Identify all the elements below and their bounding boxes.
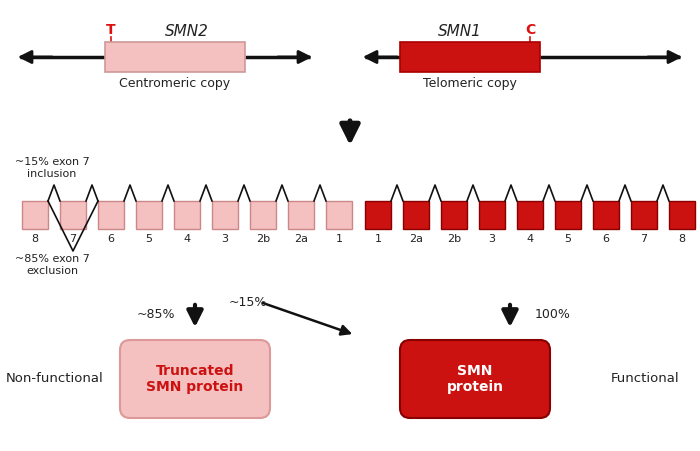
- Text: 7: 7: [640, 234, 648, 244]
- FancyBboxPatch shape: [105, 42, 245, 72]
- Text: 7: 7: [69, 234, 76, 244]
- Text: 6: 6: [603, 234, 610, 244]
- Text: ~85% exon 7
exclusion: ~85% exon 7 exclusion: [15, 254, 90, 276]
- Text: Functional: Functional: [610, 373, 679, 386]
- FancyBboxPatch shape: [136, 201, 162, 229]
- Text: ~15%: ~15%: [229, 296, 267, 309]
- FancyBboxPatch shape: [400, 42, 540, 72]
- Text: 2b: 2b: [256, 234, 270, 244]
- Text: Non-functional: Non-functional: [6, 373, 104, 386]
- Text: ~15% exon 7
inclusion: ~15% exon 7 inclusion: [15, 157, 90, 179]
- FancyBboxPatch shape: [60, 201, 86, 229]
- FancyBboxPatch shape: [365, 201, 391, 229]
- FancyBboxPatch shape: [400, 340, 550, 418]
- Text: 1: 1: [374, 234, 382, 244]
- FancyBboxPatch shape: [326, 201, 352, 229]
- Text: Truncated
SMN protein: Truncated SMN protein: [146, 364, 244, 394]
- Text: Centromeric copy: Centromeric copy: [120, 78, 230, 91]
- Text: 100%: 100%: [535, 308, 571, 321]
- Text: T: T: [106, 23, 116, 37]
- Text: ~85%: ~85%: [136, 308, 175, 321]
- FancyBboxPatch shape: [22, 201, 48, 229]
- FancyBboxPatch shape: [120, 340, 270, 418]
- Text: 3: 3: [221, 234, 228, 244]
- Text: 3: 3: [489, 234, 496, 244]
- FancyBboxPatch shape: [479, 201, 505, 229]
- FancyBboxPatch shape: [403, 201, 429, 229]
- Text: 2a: 2a: [294, 234, 308, 244]
- FancyBboxPatch shape: [669, 201, 695, 229]
- Text: 4: 4: [526, 234, 533, 244]
- FancyBboxPatch shape: [98, 201, 124, 229]
- Text: 8: 8: [678, 234, 685, 244]
- Text: C: C: [525, 23, 535, 37]
- FancyBboxPatch shape: [631, 201, 657, 229]
- FancyBboxPatch shape: [288, 201, 314, 229]
- Text: SMN1: SMN1: [438, 24, 482, 40]
- FancyBboxPatch shape: [593, 201, 619, 229]
- Text: SMN2: SMN2: [165, 24, 209, 40]
- Text: 1: 1: [335, 234, 342, 244]
- FancyBboxPatch shape: [555, 201, 581, 229]
- FancyBboxPatch shape: [212, 201, 238, 229]
- Text: 8: 8: [32, 234, 38, 244]
- Text: 2b: 2b: [447, 234, 461, 244]
- Text: 2a: 2a: [409, 234, 423, 244]
- FancyBboxPatch shape: [250, 201, 276, 229]
- FancyBboxPatch shape: [441, 201, 467, 229]
- Text: 5: 5: [564, 234, 571, 244]
- Text: 4: 4: [183, 234, 190, 244]
- Text: SMN
protein: SMN protein: [447, 364, 503, 394]
- FancyBboxPatch shape: [174, 201, 200, 229]
- Text: 5: 5: [146, 234, 153, 244]
- FancyBboxPatch shape: [517, 201, 543, 229]
- Text: Telomeric copy: Telomeric copy: [423, 78, 517, 91]
- Text: 6: 6: [108, 234, 115, 244]
